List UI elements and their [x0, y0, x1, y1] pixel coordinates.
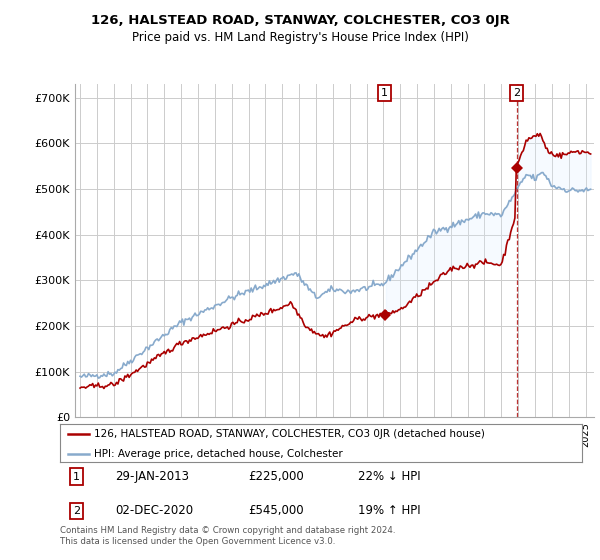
Text: 2: 2: [73, 506, 80, 516]
Text: 22% ↓ HPI: 22% ↓ HPI: [358, 470, 420, 483]
Text: £545,000: £545,000: [248, 504, 304, 517]
Text: 02-DEC-2020: 02-DEC-2020: [115, 504, 193, 517]
Text: 126, HALSTEAD ROAD, STANWAY, COLCHESTER, CO3 0JR: 126, HALSTEAD ROAD, STANWAY, COLCHESTER,…: [91, 14, 509, 27]
Text: Contains HM Land Registry data © Crown copyright and database right 2024.
This d: Contains HM Land Registry data © Crown c…: [60, 526, 395, 546]
Text: 1: 1: [73, 472, 80, 482]
Text: Price paid vs. HM Land Registry's House Price Index (HPI): Price paid vs. HM Land Registry's House …: [131, 31, 469, 44]
Text: HPI: Average price, detached house, Colchester: HPI: Average price, detached house, Colc…: [94, 449, 343, 459]
Text: 29-JAN-2013: 29-JAN-2013: [115, 470, 189, 483]
Text: 19% ↑ HPI: 19% ↑ HPI: [358, 504, 420, 517]
Text: 1: 1: [381, 88, 388, 98]
Text: 2: 2: [513, 88, 520, 98]
Text: 126, HALSTEAD ROAD, STANWAY, COLCHESTER, CO3 0JR (detached house): 126, HALSTEAD ROAD, STANWAY, COLCHESTER,…: [94, 429, 485, 439]
Text: £225,000: £225,000: [248, 470, 304, 483]
